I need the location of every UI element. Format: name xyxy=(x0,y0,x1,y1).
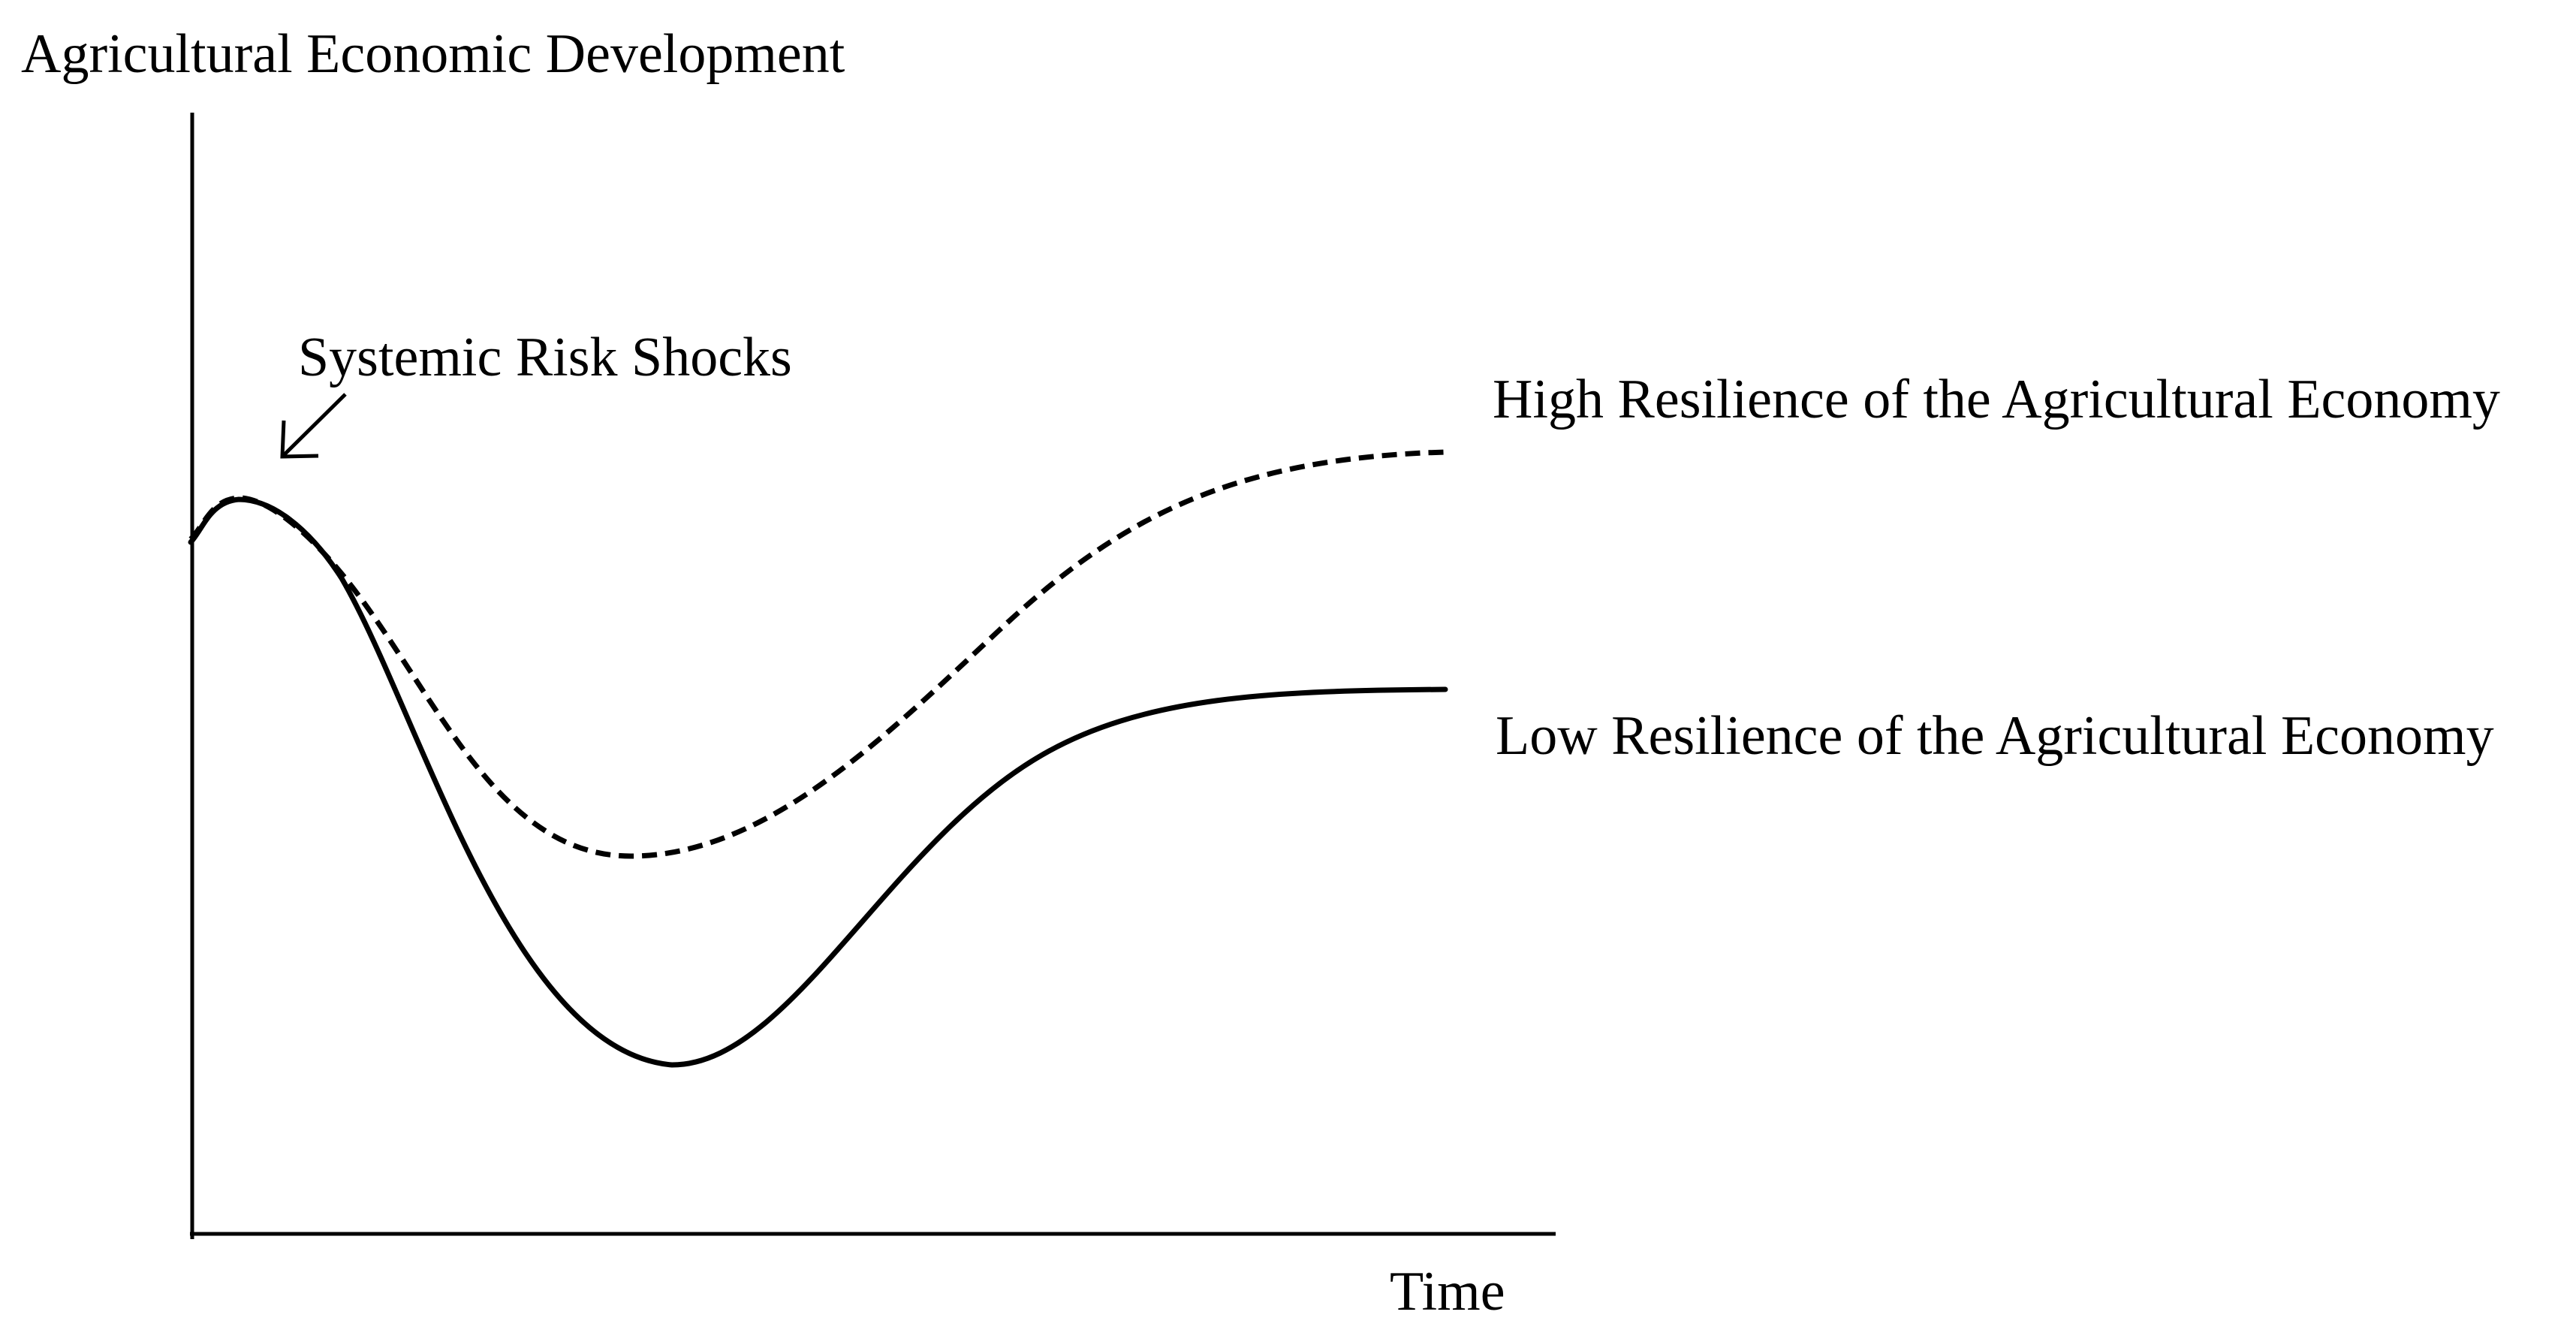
shock-annotation: Systemic Risk Shocks xyxy=(298,327,792,388)
low-resilience-label: Low Resilience of the Agricultural Econo… xyxy=(1496,705,2494,767)
shock-arrow xyxy=(280,393,347,459)
high-resilience-label: High Resilience of the Agricultural Econ… xyxy=(1493,369,2500,430)
low-resilience-curve xyxy=(188,496,1448,1068)
high-resilience-curve xyxy=(188,449,1446,859)
x-axis-label: Time xyxy=(1390,1261,1505,1322)
y-axis-label: Agricultural Economic Development xyxy=(21,23,845,85)
